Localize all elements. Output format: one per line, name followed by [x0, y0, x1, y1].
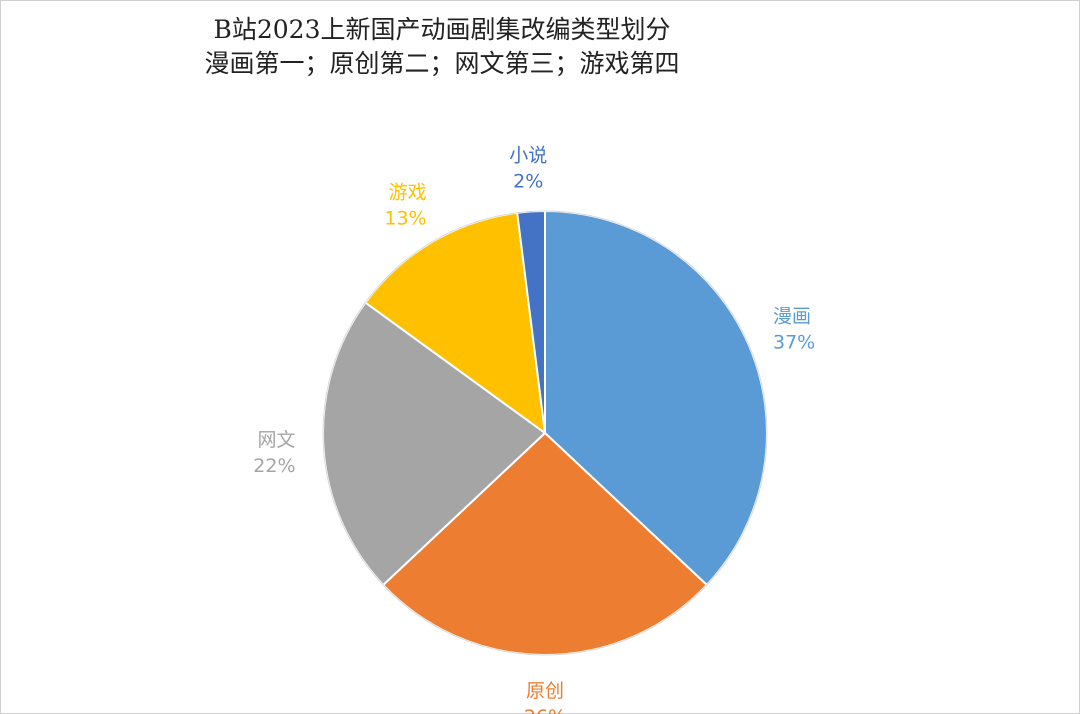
pie-labels: 漫画 37% 原创 26% 网文 22% 游戏 13% 小说 2% — [253, 145, 815, 714]
slice-percent-label-2: 22% — [253, 455, 295, 477]
slice-category-label-2: 网文 — [257, 429, 295, 451]
slice-category-label-4: 小说 — [509, 145, 547, 167]
slice-percent-label-3: 13% — [384, 207, 426, 229]
slice-category-label-3: 游戏 — [389, 181, 427, 203]
chart-title: B站2023上新国产动画剧集改编类型划分 — [213, 15, 671, 44]
chart-subtitle: 漫画第一；原创第二；网文第三；游戏第四 — [204, 49, 680, 78]
pie-outline — [322, 210, 768, 656]
slice-percent-label-0: 37% — [773, 332, 815, 354]
slice-percent-label-1: 26% — [524, 706, 566, 714]
slice-category-label-0: 漫画 — [773, 306, 811, 328]
slice-percent-label-4: 2% — [513, 171, 543, 193]
slice-category-label-1: 原创 — [526, 680, 564, 702]
pie-slices — [322, 209, 768, 656]
